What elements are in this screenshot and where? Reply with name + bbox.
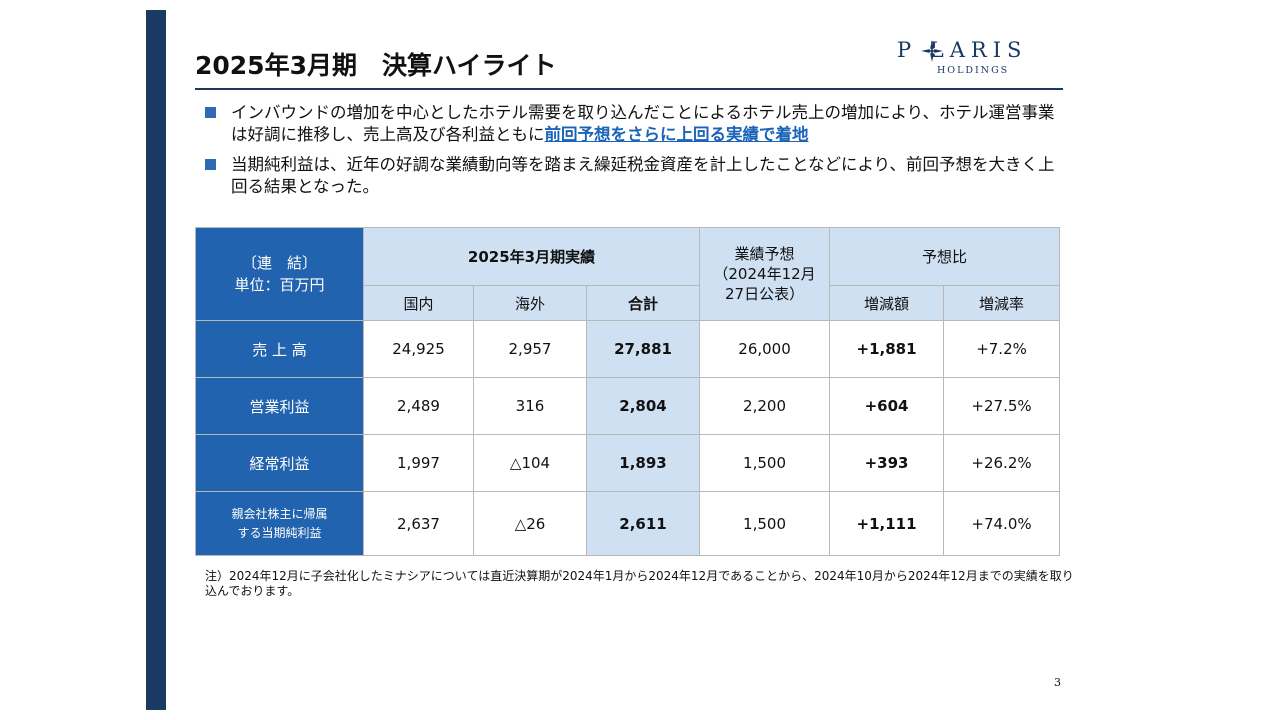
cell-rate: +26.2%	[943, 434, 1061, 492]
row-label: 経常利益	[195, 434, 364, 492]
square-bullet-icon	[205, 159, 216, 170]
square-bullet-icon	[205, 107, 216, 118]
col-header-total: 合計	[585, 285, 701, 321]
bullet-item: 当期純利益は、近年の好調な業績動向等を踏まえ繰延税金資産を計上したことなどにより…	[205, 154, 1065, 198]
footnote: 注）2024年12月に子会社化したミナシアについては直近決算期が2024年1月か…	[205, 569, 1074, 598]
cell-total: 27,881	[585, 320, 701, 378]
bullet-list: インバウンドの増加を中心としたホテル需要を取り込んだことによるホテル売上の増加に…	[205, 102, 1065, 206]
cell-forecast: 2,200	[699, 377, 831, 435]
row-label: 営業利益	[195, 377, 364, 435]
cell-overseas: △26	[473, 491, 587, 556]
col-header-domestic: 国内	[363, 285, 474, 321]
page-title: 2025年3月期 決算ハイライト	[195, 51, 557, 80]
row-label: 売 上 高	[195, 320, 364, 378]
col-header-rate: 増減率	[943, 285, 1061, 321]
cell-total: 2,804	[585, 377, 701, 435]
col-header-overseas: 海外	[473, 285, 587, 321]
cell-total: 2,611	[585, 491, 701, 556]
title-underline	[195, 88, 1063, 90]
bullet-highlight: 前回予想をさらに上回る実績で着地	[544, 125, 809, 144]
logo-subtitle: HOLDINGS	[937, 65, 1010, 76]
cell-diff: +604	[829, 377, 945, 435]
row-label: 親会社株主に帰属 する当期純利益	[195, 491, 364, 556]
forecast-header: 業績予想 （2024年12月 27日公表）	[699, 227, 831, 321]
bullet-item: インバウンドの増加を中心としたホテル需要を取り込んだことによるホテル売上の増加に…	[205, 102, 1065, 146]
table-row: 経常利益 1,997 △104 1,893 1,500 +393 +26.2%	[195, 434, 1061, 492]
table-row: 営業利益 2,489 316 2,804 2,200 +604 +27.5%	[195, 377, 1061, 435]
cell-overseas: △104	[473, 434, 587, 492]
table-row: 売 上 高 24,925 2,957 27,881 26,000 +1,881 …	[195, 320, 1061, 378]
bullet-text: 当期純利益は、近年の好調な業績動向等を踏まえ繰延税金資産を計上したことなどにより…	[231, 155, 1055, 196]
left-accent-bar	[146, 10, 166, 710]
cell-rate: +7.2%	[943, 320, 1061, 378]
cell-diff: +1,111	[829, 491, 945, 556]
cell-diff: +393	[829, 434, 945, 492]
cell-domestic: 2,489	[363, 377, 474, 435]
cell-domestic: 24,925	[363, 320, 474, 378]
logo-wordmark: P LARIS	[897, 38, 1028, 62]
results-table: 〔連 結〕 単位：百万円 2025年3月期実績 業績予想 （2024年12月 2…	[195, 227, 1061, 556]
cell-overseas: 316	[473, 377, 587, 435]
cell-forecast: 1,500	[699, 434, 831, 492]
cell-forecast: 1,500	[699, 491, 831, 556]
cell-total: 1,893	[585, 434, 701, 492]
cell-domestic: 1,997	[363, 434, 474, 492]
table-row: 親会社株主に帰属 する当期純利益 2,637 △26 2,611 1,500 +…	[195, 491, 1061, 556]
col-header-diff: 増減額	[829, 285, 945, 321]
bullet-text: インバウンドの増加を中心としたホテル需要を取り込んだことによるホテル売上の増加に…	[231, 103, 1055, 144]
cell-rate: +74.0%	[943, 491, 1061, 556]
cell-forecast: 26,000	[699, 320, 831, 378]
table-corner-header: 〔連 結〕 単位：百万円	[195, 227, 364, 321]
compass-star-icon	[921, 40, 943, 62]
cell-overseas: 2,957	[473, 320, 587, 378]
compare-group-header: 予想比	[829, 227, 1061, 286]
page-number: 3	[1054, 676, 1061, 689]
cell-domestic: 2,637	[363, 491, 474, 556]
polaris-logo: P LARIS HOLDINGS	[893, 38, 1053, 82]
actual-group-header: 2025年3月期実績	[362, 227, 701, 286]
cell-diff: +1,881	[829, 320, 945, 378]
cell-rate: +27.5%	[943, 377, 1061, 435]
